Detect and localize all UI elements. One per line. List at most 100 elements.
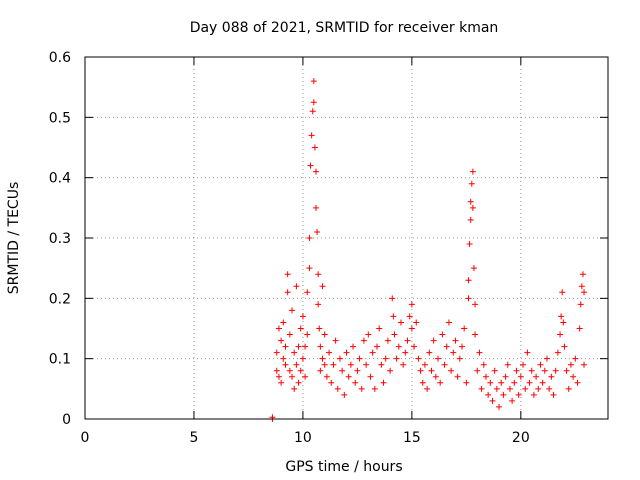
data-point — [390, 313, 397, 320]
data-point — [504, 361, 511, 368]
data-point — [498, 379, 505, 386]
data-point — [448, 367, 455, 374]
data-point — [468, 180, 475, 187]
y-tick-label: 0.6 — [49, 50, 71, 66]
data-point — [282, 361, 289, 368]
data-point — [469, 168, 476, 175]
data-point — [291, 349, 298, 356]
data-point — [554, 349, 561, 356]
data-point — [343, 349, 350, 356]
data-point — [286, 331, 293, 338]
y-tick-labels: 0 0.1 0.2 0.3 0.4 0.5 0.6 — [49, 50, 71, 428]
data-point — [466, 241, 473, 248]
data-point — [513, 367, 520, 374]
data-point — [489, 397, 496, 404]
data-point — [302, 343, 309, 350]
data-point — [275, 325, 282, 332]
data-point — [550, 391, 557, 398]
data-point — [280, 319, 287, 326]
data-point — [408, 301, 415, 308]
x-tick-label: 20 — [512, 430, 530, 446]
data-point — [302, 373, 309, 380]
data-point — [350, 343, 357, 350]
grid-lines — [85, 57, 608, 419]
data-point — [557, 331, 564, 338]
data-point — [295, 343, 302, 350]
data-point — [299, 313, 306, 320]
data-point — [572, 355, 579, 362]
data-point — [402, 349, 409, 356]
data-point — [326, 349, 333, 356]
data-point — [579, 271, 586, 278]
data-point — [491, 367, 498, 374]
x-tick-label: 15 — [403, 430, 421, 446]
data-point — [336, 355, 343, 362]
data-point — [450, 349, 457, 356]
data-point — [445, 319, 452, 326]
data-point — [458, 343, 465, 350]
data-point — [389, 295, 396, 302]
data-point — [391, 331, 398, 338]
data-point — [378, 361, 385, 368]
y-tick-label: 0.3 — [49, 231, 71, 247]
data-point — [404, 337, 411, 344]
data-point — [522, 385, 529, 392]
data-point — [539, 379, 546, 386]
data-point — [352, 379, 359, 386]
data-point — [406, 313, 413, 320]
data-point — [307, 162, 314, 169]
data-point — [382, 355, 389, 362]
data-point — [358, 385, 365, 392]
data-point — [581, 361, 588, 368]
data-point — [511, 379, 518, 386]
data-point — [363, 361, 370, 368]
data-point — [428, 367, 435, 374]
data-point — [493, 385, 500, 392]
data-point — [376, 325, 383, 332]
data-point — [295, 379, 302, 386]
data-point — [312, 168, 319, 175]
data-point — [393, 355, 400, 362]
data-point — [284, 289, 291, 296]
data-point — [558, 313, 565, 320]
data-point — [397, 319, 404, 326]
data-point — [297, 367, 304, 374]
data-point — [543, 355, 550, 362]
x-tick-label: 5 — [189, 430, 198, 446]
data-point — [291, 385, 298, 392]
data-point — [563, 367, 570, 374]
data-point — [310, 99, 317, 106]
data-point — [400, 361, 407, 368]
data-point — [452, 337, 459, 344]
x-tick-labels: 0 5 10 15 20 — [81, 430, 530, 446]
data-point — [432, 373, 439, 380]
data-point — [441, 361, 448, 368]
data-point — [419, 379, 426, 386]
plot-frame — [84, 56, 609, 420]
chart-title: Day 088 of 2021, SRMTID for receiver kma… — [190, 20, 499, 36]
data-point — [369, 349, 376, 356]
y-tick-label: 0 — [62, 412, 71, 428]
data-point — [421, 361, 428, 368]
data-point — [520, 361, 527, 368]
data-point — [548, 373, 555, 380]
y-tick-label: 0.4 — [49, 171, 71, 187]
data-point — [570, 373, 577, 380]
data-points — [269, 78, 588, 422]
data-point — [332, 337, 339, 344]
data-point — [411, 343, 418, 350]
data-point — [334, 385, 341, 392]
data-point — [515, 391, 522, 398]
data-point — [408, 325, 415, 332]
data-point — [578, 283, 585, 290]
data-point — [309, 108, 316, 115]
x-axis-label: GPS time / hours — [285, 459, 402, 475]
data-point — [317, 367, 324, 374]
data-point — [304, 331, 311, 338]
data-point — [319, 283, 326, 290]
data-point — [541, 367, 548, 374]
data-point — [315, 271, 322, 278]
data-point — [315, 301, 322, 308]
data-point — [316, 325, 323, 332]
y-tick-label: 0.1 — [49, 352, 71, 368]
